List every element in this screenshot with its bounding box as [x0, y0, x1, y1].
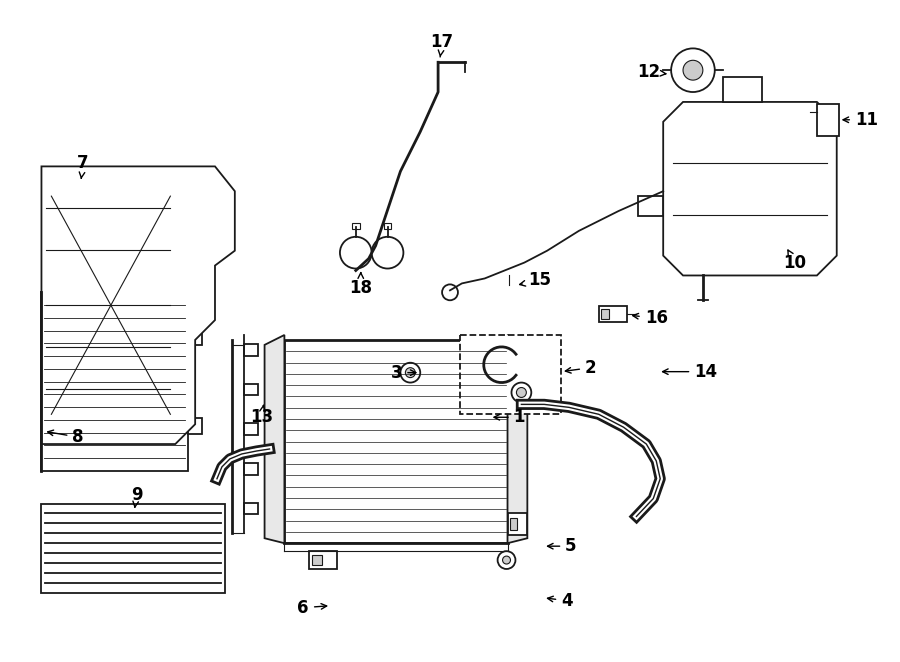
- Circle shape: [498, 551, 516, 569]
- Text: 15: 15: [519, 271, 551, 289]
- Bar: [244, 383, 257, 395]
- Text: 13: 13: [250, 405, 274, 426]
- Text: 5: 5: [547, 537, 577, 555]
- Text: 14: 14: [662, 363, 717, 381]
- Polygon shape: [41, 166, 235, 444]
- Polygon shape: [265, 335, 284, 544]
- Bar: [508, 514, 527, 536]
- Bar: [510, 518, 518, 530]
- Bar: [312, 555, 322, 565]
- Circle shape: [372, 237, 403, 269]
- Bar: [244, 344, 257, 355]
- Circle shape: [442, 285, 458, 301]
- Text: 2: 2: [565, 359, 597, 377]
- Bar: [188, 418, 202, 434]
- Text: 7: 7: [77, 154, 89, 178]
- Bar: [383, 223, 392, 229]
- Bar: [638, 196, 663, 216]
- Bar: [817, 104, 839, 136]
- Bar: [723, 77, 762, 102]
- Bar: [244, 423, 257, 435]
- Text: 8: 8: [48, 428, 84, 446]
- Circle shape: [400, 363, 420, 383]
- Bar: [244, 502, 257, 514]
- Bar: [352, 223, 360, 229]
- Text: 1: 1: [494, 408, 526, 426]
- Text: 16: 16: [633, 309, 668, 327]
- Text: 18: 18: [349, 273, 373, 297]
- Text: 6: 6: [298, 598, 327, 617]
- Bar: [600, 309, 608, 319]
- Text: 9: 9: [130, 486, 142, 507]
- Text: 11: 11: [843, 111, 878, 129]
- Circle shape: [671, 48, 715, 92]
- Polygon shape: [663, 102, 837, 275]
- Text: 17: 17: [430, 34, 454, 57]
- Bar: [41, 293, 188, 471]
- Bar: [460, 335, 561, 414]
- Circle shape: [405, 367, 415, 377]
- Text: 4: 4: [547, 592, 572, 610]
- Bar: [284, 340, 508, 544]
- Circle shape: [683, 60, 703, 80]
- Circle shape: [340, 237, 372, 269]
- Polygon shape: [508, 335, 527, 544]
- Bar: [244, 463, 257, 475]
- Circle shape: [511, 383, 531, 402]
- Bar: [598, 307, 626, 322]
- Text: 10: 10: [784, 250, 806, 271]
- Circle shape: [517, 387, 526, 397]
- Bar: [188, 329, 202, 345]
- Bar: [310, 551, 337, 569]
- Text: 3: 3: [391, 363, 416, 382]
- Bar: [41, 504, 225, 592]
- Circle shape: [502, 556, 510, 564]
- Text: 12: 12: [637, 63, 666, 81]
